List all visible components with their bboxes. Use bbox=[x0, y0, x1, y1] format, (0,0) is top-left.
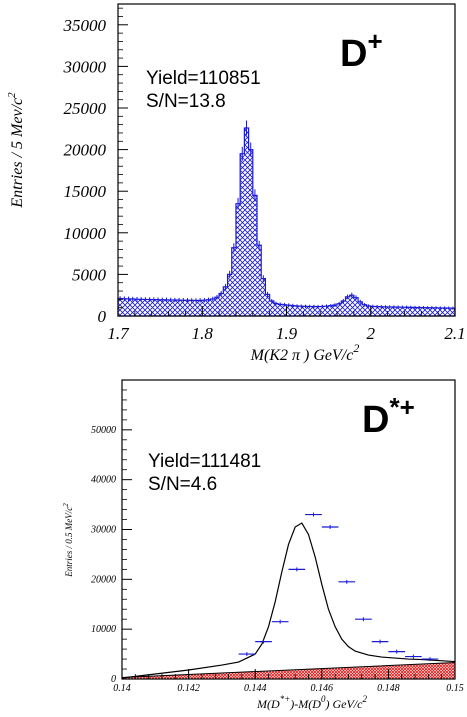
x-axis-label-sup: 2 bbox=[353, 341, 359, 355]
y-tick-label: 35000 bbox=[63, 16, 107, 35]
x-tick-label: 2 bbox=[367, 324, 376, 343]
particle-label-dplus: D+ bbox=[340, 26, 383, 75]
x-tick-label: 1.7 bbox=[107, 324, 130, 343]
particle-label-letter: D bbox=[362, 399, 389, 441]
particle-label-letter: D bbox=[340, 33, 367, 75]
y-tick-label: 25000 bbox=[64, 99, 107, 118]
fit-curve bbox=[122, 523, 455, 678]
y-axis-label-part: Entries / 0.5 MeV/c bbox=[64, 507, 74, 578]
top-chart-dplus: 0 5000 10000 15000 20000 25000 30000 35000 1.7 1.… bbox=[6, 4, 466, 364]
x-tick-label: 0.144 bbox=[244, 683, 267, 694]
x-axis-label-part: ) GeV/c bbox=[324, 697, 363, 711]
x-tick-label: 0.142 bbox=[177, 683, 200, 694]
particle-label-charge: + bbox=[367, 26, 382, 56]
x-axis-label-sup: *+ bbox=[280, 694, 291, 704]
sn-annotation: S/N=4.6 bbox=[148, 474, 217, 495]
y-tick-label: 5000 bbox=[72, 265, 107, 284]
x-tick-label: 1.8 bbox=[192, 324, 214, 343]
y-axis-label-sup: 2 bbox=[6, 92, 18, 98]
x-axis-label-part: M(K2 bbox=[250, 347, 292, 364]
histogram-dplus bbox=[118, 128, 455, 316]
y-tick-label: 40000 bbox=[91, 475, 116, 486]
y-axis-label-part: Entries / 5 Mev/c bbox=[9, 98, 26, 209]
background-fill bbox=[122, 663, 455, 679]
y-tick-label: 30000 bbox=[90, 525, 116, 536]
y-axis-label-sup: 2 bbox=[62, 503, 70, 507]
x-axis-label: M(K2 π ) GeV/c2 bbox=[250, 341, 360, 364]
x-axis-label-part: ) GeV/c bbox=[300, 347, 353, 364]
particle-label-charge: *+ bbox=[389, 392, 414, 422]
x-axis-label-part: M(D bbox=[256, 697, 280, 711]
y-tick-label: 10000 bbox=[64, 224, 107, 243]
y-tick-label: 50000 bbox=[91, 425, 116, 436]
plot-frame bbox=[118, 4, 455, 316]
yield-annotation: Yield=111481 bbox=[148, 451, 261, 472]
x-tick-label: 1.9 bbox=[276, 324, 298, 343]
x-axis-label-sup: 2 bbox=[362, 694, 367, 704]
x-tick-label: 0.146 bbox=[311, 683, 334, 694]
x-tick-label: 2.1 bbox=[444, 324, 465, 343]
y-tick-label: 30000 bbox=[63, 57, 107, 76]
plot-frame bbox=[122, 380, 455, 679]
x-tick-label: 0.148 bbox=[377, 683, 400, 694]
particle-label-dstar: D*+ bbox=[362, 392, 415, 441]
y-tick-label: 15000 bbox=[64, 182, 107, 201]
x-axis-label: M(D*+)-M(D0) GeV/c2 bbox=[256, 694, 367, 711]
sn-annotation: S/N=13.8 bbox=[146, 91, 226, 112]
x-tick-label: 0.15 bbox=[446, 683, 464, 694]
x-tick-label: 0.14 bbox=[113, 683, 131, 694]
y-axis-label: Entries / 5 Mev/c2 bbox=[6, 92, 26, 209]
y-tick-label: 20000 bbox=[91, 574, 116, 585]
x-axis-label-part: )-M(D bbox=[289, 697, 321, 711]
yield-annotation: Yield=110851 bbox=[146, 68, 261, 89]
y-tick-label: 0 bbox=[98, 307, 107, 326]
y-axis-label: Entries / 0.5 MeV/c2 bbox=[62, 503, 74, 578]
y-tick-label: 10000 bbox=[91, 624, 116, 635]
y-tick-label: 20000 bbox=[64, 141, 107, 160]
